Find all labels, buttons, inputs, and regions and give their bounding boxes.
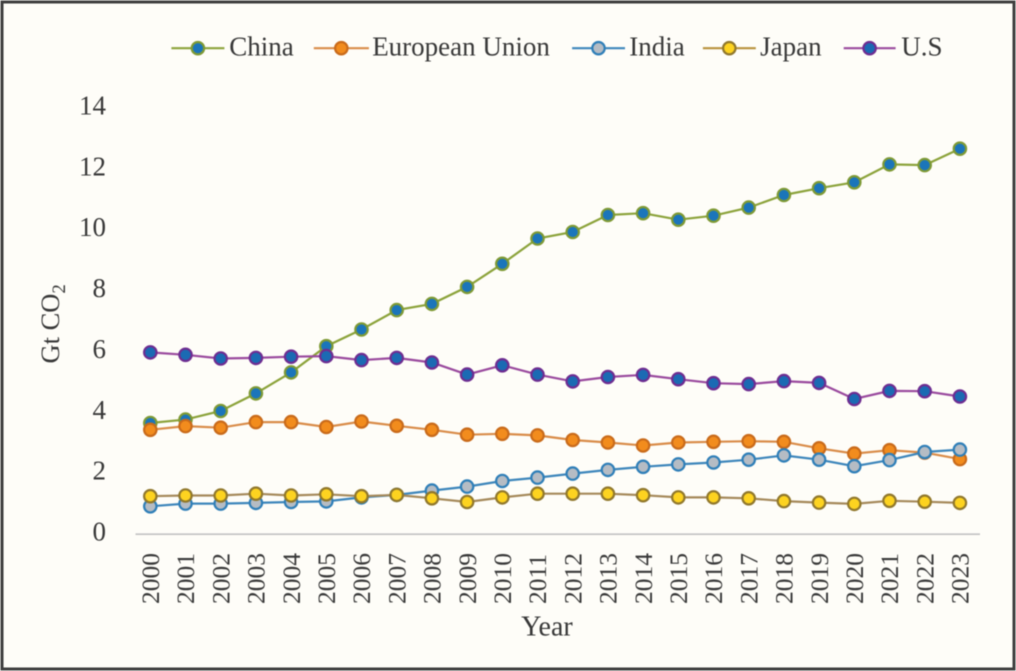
svg-text:12: 12 <box>79 151 106 181</box>
svg-text:2007: 2007 <box>382 553 411 604</box>
svg-text:2010: 2010 <box>488 553 517 604</box>
svg-text:14: 14 <box>79 90 107 120</box>
svg-text:2023: 2023 <box>946 553 975 604</box>
svg-text:2000: 2000 <box>136 553 165 604</box>
svg-text:2016: 2016 <box>699 553 728 604</box>
svg-text:2019: 2019 <box>805 553 834 604</box>
svg-text:China: China <box>229 32 294 62</box>
svg-text:10: 10 <box>79 212 106 242</box>
svg-text:4: 4 <box>93 395 107 425</box>
svg-text:2006: 2006 <box>347 553 376 604</box>
svg-text:2013: 2013 <box>594 553 623 604</box>
svg-text:2001: 2001 <box>171 553 200 604</box>
svg-text:Year: Year <box>521 612 573 643</box>
svg-text:India: India <box>629 32 684 62</box>
svg-text:2005: 2005 <box>312 553 341 604</box>
svg-text:2012: 2012 <box>558 553 587 604</box>
svg-text:0: 0 <box>93 517 107 547</box>
svg-text:2009: 2009 <box>453 553 482 604</box>
svg-text:8: 8 <box>93 273 107 303</box>
svg-text:European Union: European Union <box>372 32 550 62</box>
svg-text:2011: 2011 <box>523 554 552 604</box>
svg-text:6: 6 <box>93 334 107 364</box>
svg-text:2022: 2022 <box>910 553 939 604</box>
svg-text:2014: 2014 <box>629 553 658 604</box>
svg-text:2017: 2017 <box>734 553 763 604</box>
svg-text:2002: 2002 <box>206 553 235 604</box>
svg-text:Japan: Japan <box>760 32 822 62</box>
svg-text:2: 2 <box>93 456 107 486</box>
svg-text:2018: 2018 <box>770 553 799 604</box>
svg-text:2004: 2004 <box>277 553 306 604</box>
svg-text:2020: 2020 <box>840 553 869 604</box>
svg-text:2015: 2015 <box>664 553 693 604</box>
svg-text:U.S: U.S <box>901 32 942 62</box>
svg-text:2003: 2003 <box>242 553 271 604</box>
svg-text:2008: 2008 <box>418 553 447 604</box>
svg-text:2021: 2021 <box>875 553 904 604</box>
svg-text:Gt CO2: Gt CO2 <box>35 284 70 363</box>
